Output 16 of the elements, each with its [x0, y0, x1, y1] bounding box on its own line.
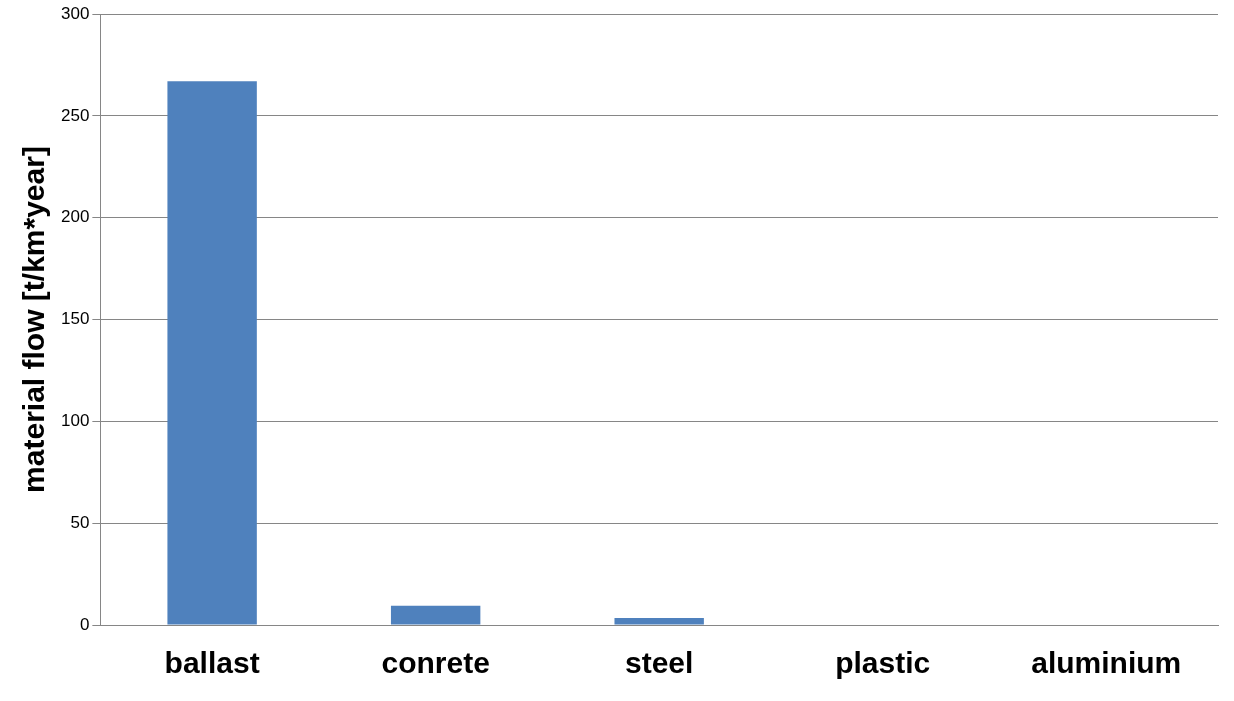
y-tick-label: 250	[60, 105, 90, 125]
bar	[614, 618, 704, 625]
y-tick-label: 300	[60, 3, 90, 23]
y-tick-label: 150	[60, 309, 90, 329]
bar	[167, 81, 257, 625]
x-tick-label: ballast	[164, 646, 260, 680]
bar	[390, 605, 481, 625]
x-tick-label: conrete	[381, 646, 490, 680]
y-tick-label: 200	[60, 207, 90, 227]
y-tick-label: 50	[70, 512, 90, 532]
x-tick-label: steel	[624, 646, 694, 680]
y-axis-title: material flow [t/km*year]	[17, 146, 51, 493]
x-tick-label: plastic	[835, 646, 931, 680]
y-tick-label: 0	[79, 614, 90, 634]
y-tick-label: 100	[60, 411, 90, 431]
x-tick-label: aluminium	[1031, 646, 1182, 680]
